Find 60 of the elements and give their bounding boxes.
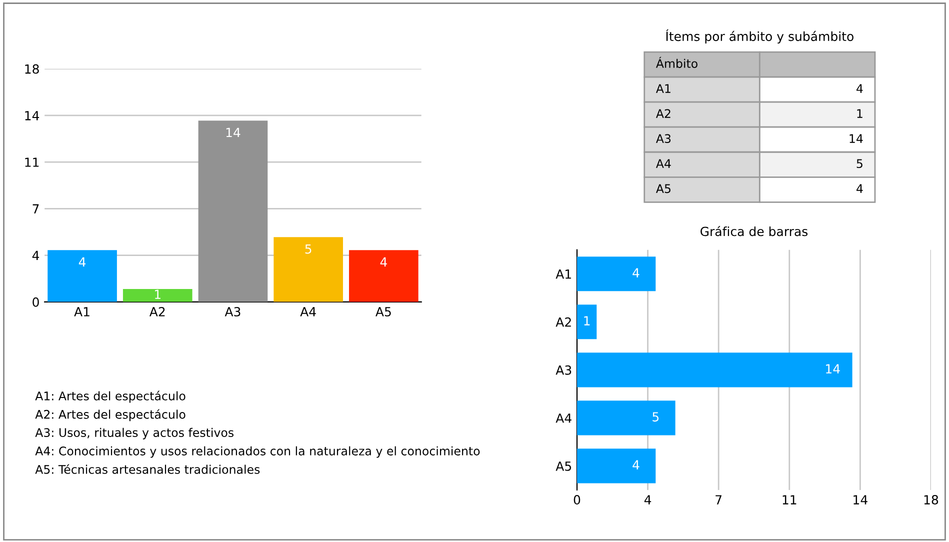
data-label: 4 [78, 257, 86, 266]
x-tick-label: 0 [574, 495, 580, 505]
data-label: 1 [584, 316, 590, 326]
y-tick-label: 18 [25, 64, 39, 74]
text: A4: Conocimientos y usos relacionados con la naturaleza y el conocimiento [35, 446, 480, 458]
bar [576, 304, 597, 340]
text: Ítems por ámbito y subámbito [666, 29, 854, 44]
text: A2: Artes del espectáculo [35, 409, 186, 422]
bar [576, 256, 656, 292]
y-tick-label: A5 [556, 462, 572, 471]
bar [274, 237, 343, 302]
y-tick-label: 0 [32, 297, 39, 307]
bar [198, 120, 268, 302]
y-tick-label: A3 [556, 365, 572, 375]
x-tick-label: A4 [300, 307, 316, 316]
text: Ámbito [656, 56, 698, 68]
data-label: 14 [850, 134, 863, 143]
y-tick-label: A1 [556, 270, 571, 279]
bar [349, 250, 418, 302]
category-label: A3 [656, 134, 671, 144]
data-label: 5 [856, 159, 862, 168]
x-tick-label: A5 [376, 307, 391, 316]
data-label: 4 [632, 268, 640, 278]
bar [576, 352, 852, 388]
x-tick-label: A3 [224, 306, 240, 316]
x-tick-label: 7 [716, 495, 722, 504]
y-tick-label: 7 [32, 204, 39, 214]
bar [48, 250, 117, 302]
data-label: 4 [856, 184, 863, 193]
category-label: A2 [656, 109, 670, 118]
chart-title: Gráfica de barras [700, 226, 808, 236]
x-tick-label: A1 [74, 307, 90, 316]
bar [576, 448, 656, 484]
y-tick-label: A4 [556, 414, 572, 423]
category-label: A1 [656, 84, 670, 93]
data-label: 14 [226, 128, 240, 138]
bar [576, 400, 676, 436]
data-label: 5 [305, 244, 312, 254]
x-tick-label: 14 [854, 495, 868, 504]
category-label: A5 [656, 184, 670, 194]
y-tick-label: 14 [25, 111, 40, 120]
text: A5: Técnicas artesanales tradicionales [35, 464, 260, 474]
x-tick-label: A2 [149, 306, 165, 316]
y-tick-label: A2 [556, 317, 571, 327]
data-label: 1 [857, 109, 862, 118]
y-tick-label: 11 [25, 158, 39, 167]
x-tick-label: 4 [644, 495, 652, 504]
text: A1: Artes del espectáculo [35, 390, 186, 403]
text: A3: Usos, rituales y actos festivos [35, 428, 234, 440]
category-label: A4 [656, 159, 671, 168]
x-tick-label: 11 [782, 495, 796, 504]
data-label: 5 [652, 412, 659, 422]
y-tick-label: 4 [32, 250, 40, 260]
data-label: 4 [380, 257, 387, 266]
data-label: 4 [856, 84, 863, 93]
data-label: 4 [632, 460, 640, 470]
x-tick-label: 18 [924, 495, 938, 505]
data-label: 1 [155, 290, 160, 299]
data-label: 14 [826, 364, 840, 374]
bar [122, 288, 192, 302]
